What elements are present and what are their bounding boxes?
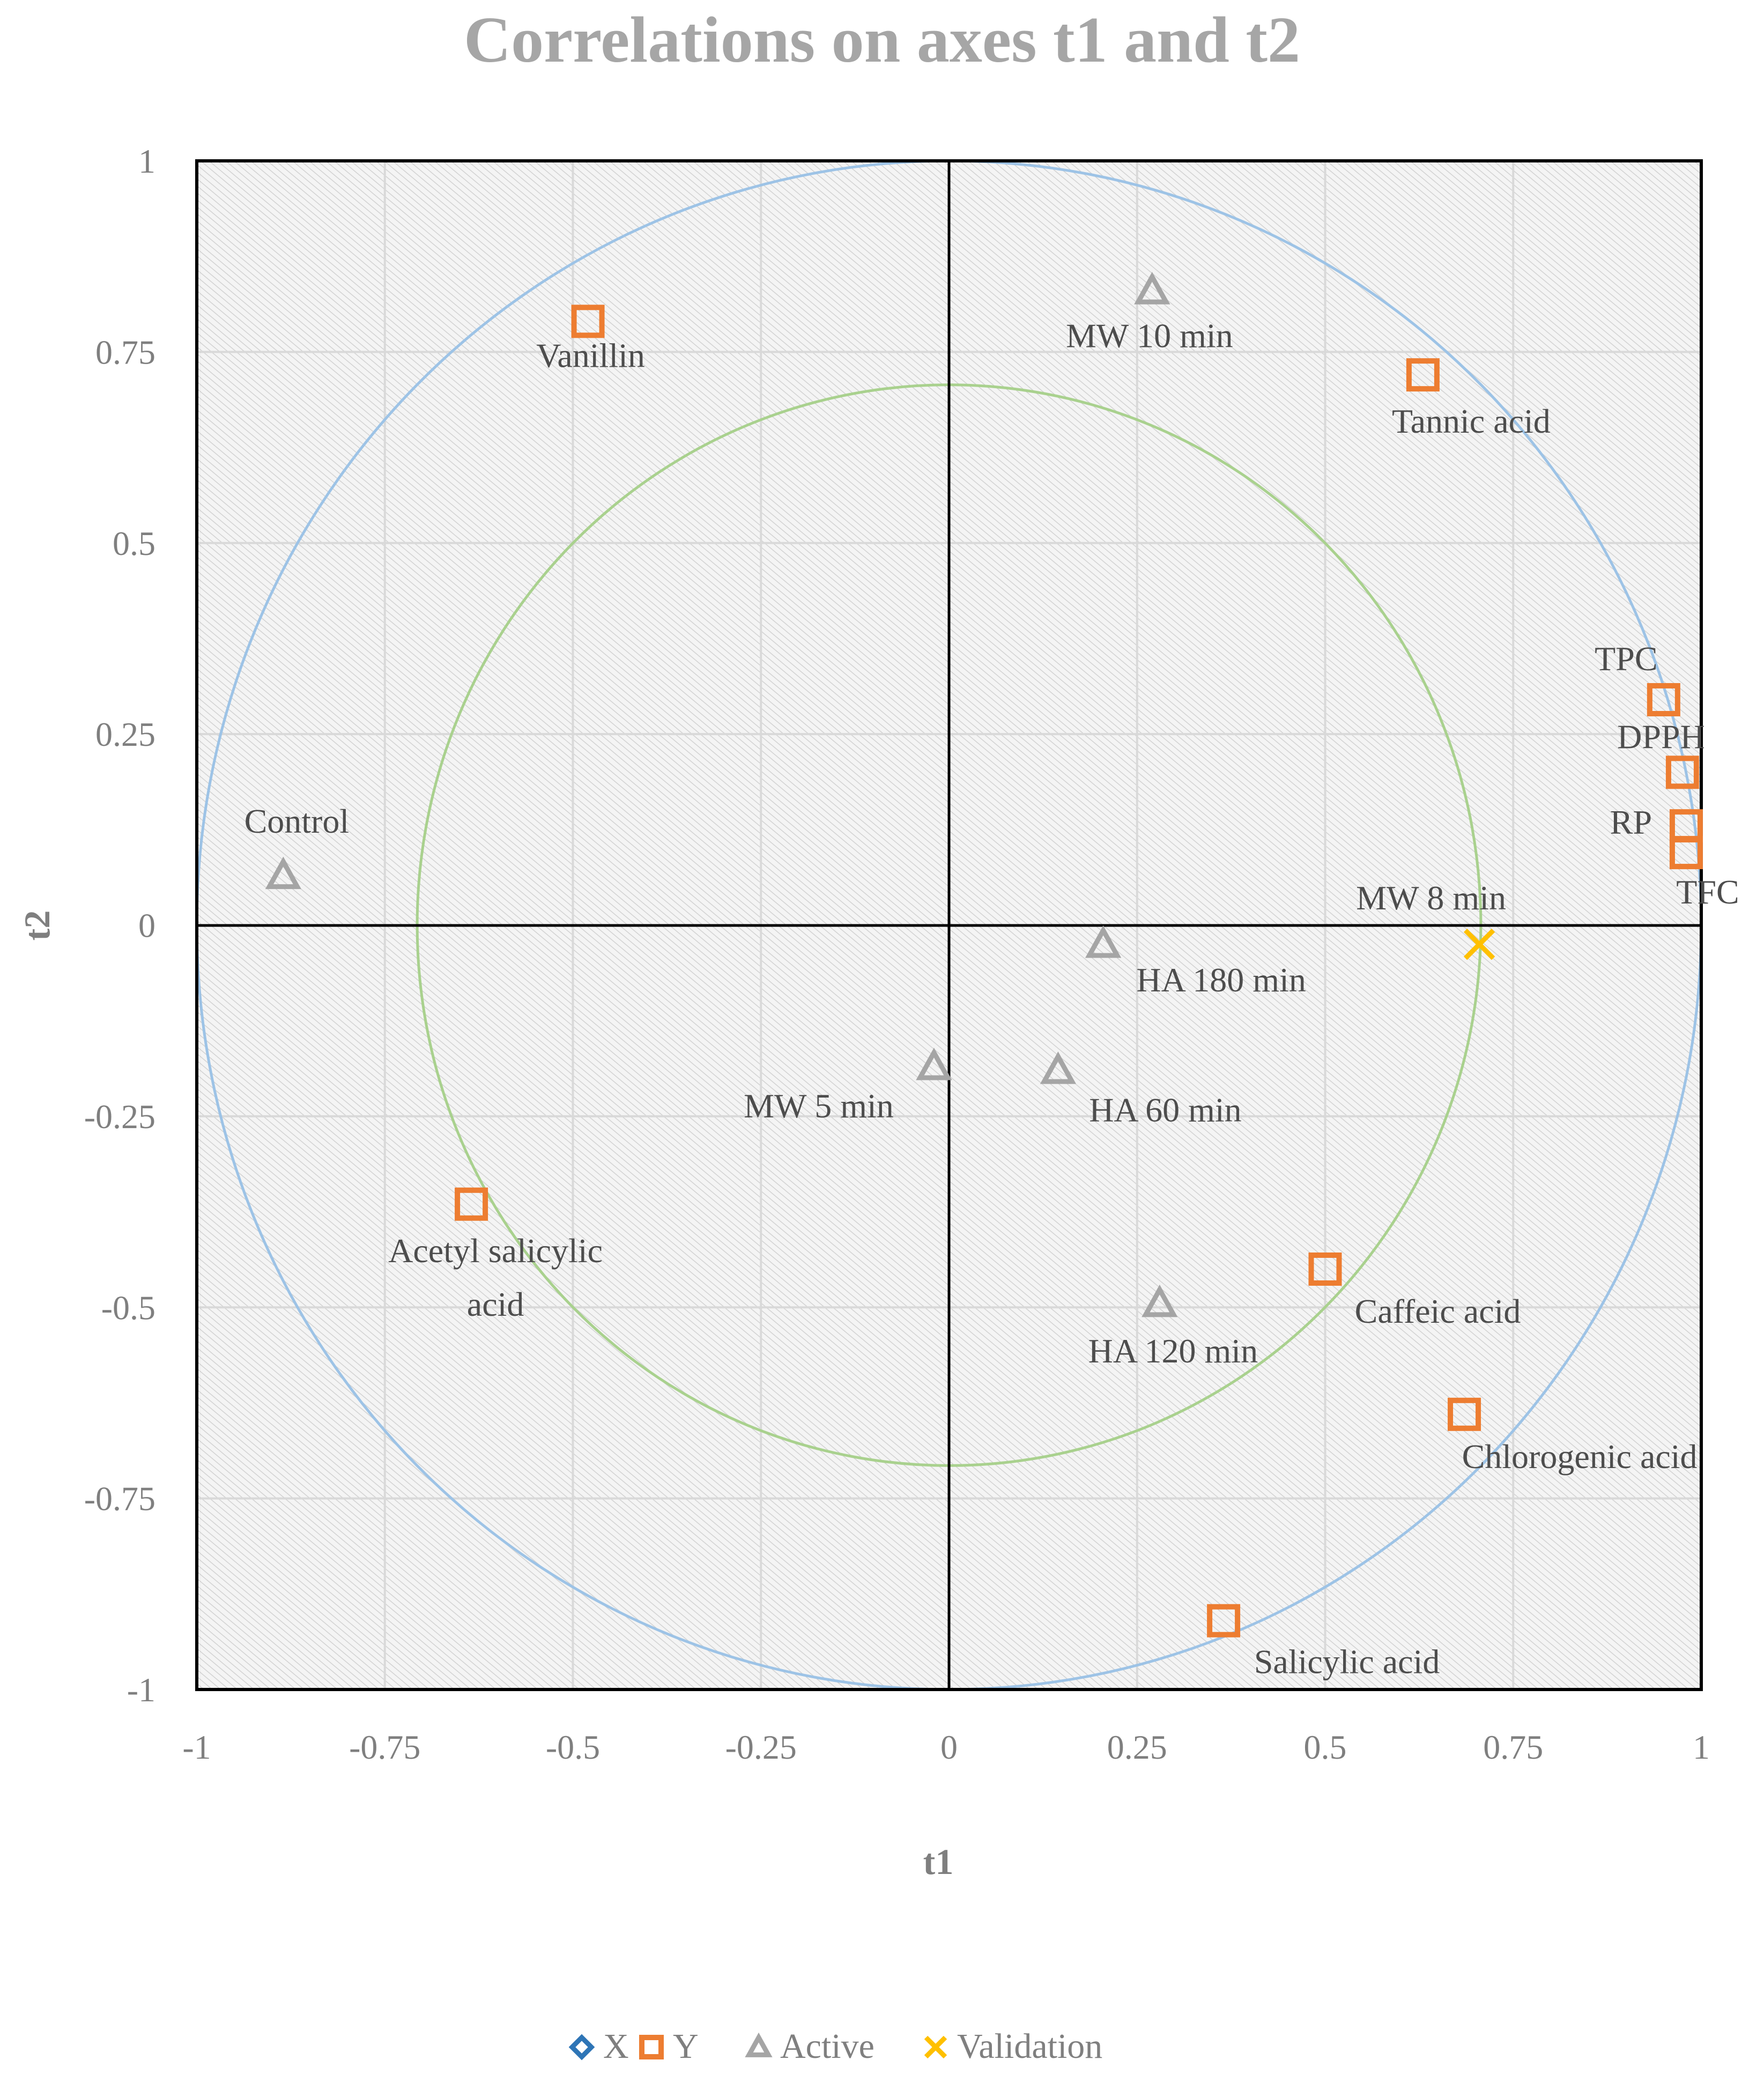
x-tick-label: 0.25 [1107,1728,1167,1766]
y-tick-label: 0.5 [113,524,155,562]
legend-marker-x [568,2034,595,2061]
data-points [265,272,1703,1637]
legend: X Y Active Validation [568,2027,1102,2066]
point-label-tfc: TFC [1676,873,1739,911]
point-mw-8-min [1463,928,1495,960]
x-tick-label: 0.75 [1483,1728,1543,1766]
x-tick-label: 0 [940,1728,958,1766]
legend-label-active: Active [780,2027,874,2066]
point-control [265,856,301,890]
y-tick-label: 1 [138,142,155,180]
point-label-mw-5-min: MW 5 min [744,1087,894,1125]
legend-marker-active [745,2032,773,2057]
y-tick-label: 0.75 [95,333,155,371]
y-tick-label: -0.75 [84,1480,155,1518]
point-ha-180-min [1085,925,1122,958]
x-tick-label: -0.25 [725,1728,797,1766]
point-label-vanillin: Vanillin [536,336,645,374]
point-label-chlorogenic-acid: Chlorogenic acid [1462,1437,1698,1476]
plot-border [195,159,1703,1691]
point-tfc [1669,836,1703,870]
point-tannic-acid [1406,358,1440,392]
point-dpph [1665,755,1699,789]
legend-marker-y [639,2035,664,2059]
y-tick-label: -1 [127,1671,155,1709]
point-label-ha-180-min: HA 180 min [1136,961,1306,999]
tick-labels: -1 -0.75 -0.5 -0.25 0 0.25 0.5 0.75 1 1 0.75 0.5 0.2… [84,142,1710,1766]
x-tick-label: -0.75 [349,1728,420,1766]
point-ha-120-min [1142,1284,1178,1317]
point-label-tannic-acid: Tannic acid [1392,402,1551,440]
point-mw-10-min [1134,272,1170,305]
point-mw-5-min [916,1047,952,1080]
point-vanillin [571,305,605,338]
point-caffeic-acid [1308,1252,1342,1286]
point-label-ha-120-min: HA 120 min [1088,1332,1258,1370]
point-tpc [1647,683,1680,716]
y-axis-title: t2 [17,910,57,941]
point-label-ha-60-min: HA 60 min [1089,1091,1241,1129]
y-tick-label: -0.5 [101,1288,155,1327]
point-label-control: Control [244,802,350,840]
y-tick-label: 0.25 [95,715,155,753]
legend-label-y: Y [673,2027,699,2066]
point-salicylic-acid [1207,1604,1241,1637]
point-acetyl-salicylic-acid [455,1187,488,1221]
x-tick-label: -0.5 [546,1728,600,1766]
x-tick-label: -1 [182,1728,211,1766]
point-label-caffeic-acid: Caffeic acid [1355,1292,1521,1330]
point-label-acetyl-salicylic-acid: Acetyl salicylic [388,1232,603,1270]
x-tick-label: 1 [1693,1728,1710,1766]
point-label-acetyl-salicylic-acid: acid [467,1285,524,1323]
point-label-mw-8-min: MW 8 min [1356,879,1506,917]
x-tick-label: 0.5 [1304,1728,1347,1766]
y-tick-label: 0 [138,907,155,945]
point-labels: Vanillin Tannic acid TPC DPPH RP TFC Acetyl sa… [244,316,1739,1680]
y-tick-label: -0.25 [84,1098,155,1136]
x-axis-title: t1 [923,1841,954,1882]
legend-label-validation: Validation [957,2027,1102,2066]
point-label-dpph: DPPH [1617,717,1705,755]
legend-label-x: X [603,2027,629,2066]
point-label-salicylic-acid: Salicylic acid [1254,1643,1440,1681]
point-label-rp: RP [1610,803,1652,841]
point-label-mw-10-min: MW 10 min [1066,316,1233,354]
legend-marker-validation [924,2035,947,2059]
chart-title: Correlations on axes t1 and t2 [464,4,1300,76]
point-chlorogenic-acid [1448,1397,1481,1431]
point-ha-60-min [1040,1051,1077,1084]
point-label-tpc: TPC [1595,640,1657,678]
